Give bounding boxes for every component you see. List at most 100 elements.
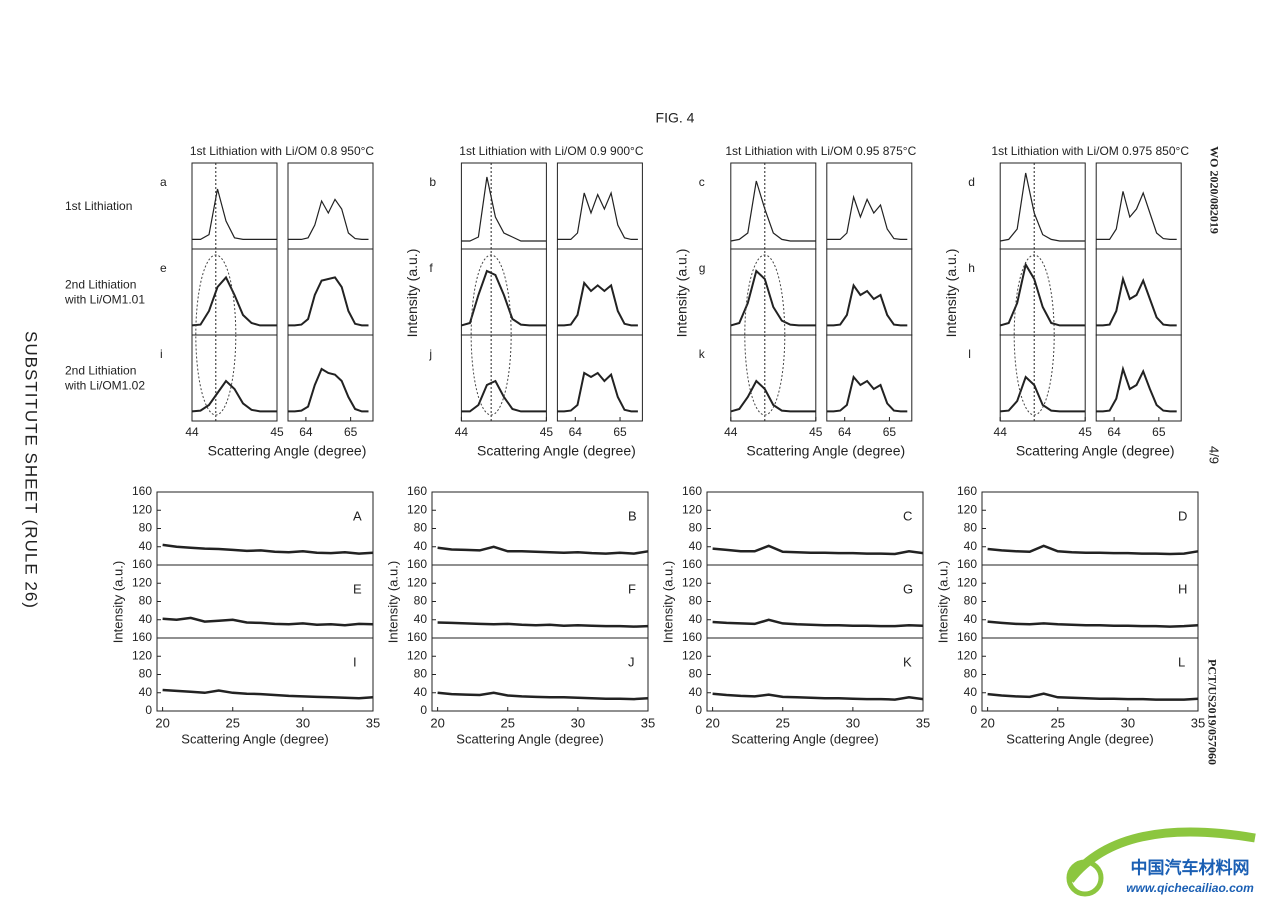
panel-frame (191, 248, 278, 336)
panel-letter: b (429, 175, 436, 189)
data-line (826, 282, 908, 327)
y-tick-label: 120 (407, 502, 427, 516)
panel-frame (287, 248, 374, 336)
highlight-ellipse (1013, 254, 1055, 416)
y-tick-label: 120 (957, 502, 977, 516)
y-axis-label: Intensity (a.u.) (110, 561, 125, 643)
panel-letter: C (903, 508, 912, 523)
y-tick-label: 160 (682, 557, 702, 571)
panel-frame (460, 334, 547, 422)
y-tick-label: 80 (689, 594, 703, 608)
data-line (288, 198, 369, 240)
y-tick-label: 160 (407, 557, 427, 571)
y-tick-label: 0 (695, 703, 702, 717)
x-tick-label: 20 (155, 715, 169, 730)
data-line (712, 544, 924, 556)
x-tick-label: 64 (838, 425, 852, 439)
panel-frame (287, 334, 374, 422)
panel-frame (1095, 162, 1182, 250)
data-line (826, 194, 908, 240)
x-tick-label: 30 (1121, 715, 1135, 730)
panel-frame (156, 564, 374, 639)
data-line (730, 180, 816, 242)
y-tick-label: 80 (689, 667, 703, 681)
pub-number: WO 2020/082019 (1207, 146, 1221, 234)
y-tick-label: 40 (414, 612, 428, 626)
watermark: 中国汽车材料网 www.qichecailiao.com (1066, 827, 1256, 897)
x-tick-label: 65 (1152, 425, 1166, 439)
panel-frame (826, 162, 913, 250)
y-tick-label: 80 (689, 521, 703, 535)
panel-letter: D (1178, 508, 1187, 523)
y-tick-label: 0 (970, 703, 977, 717)
y-tick-label: 120 (957, 648, 977, 662)
y-tick-label: 80 (964, 521, 978, 535)
panel-letter: F (628, 581, 636, 596)
row-label: 2nd Lithiation (65, 278, 136, 292)
y-tick-label: 40 (139, 685, 153, 699)
chart-title: 1st Lithiation with Li/OM 0.8 950°C (190, 144, 375, 158)
x-tick-label: 35 (641, 715, 655, 730)
chart-title: 1st Lithiation with Li/OM 0.975 850°C (991, 144, 1189, 158)
x-tick-label: 44 (724, 425, 738, 439)
y-tick-label: 160 (682, 630, 702, 644)
panel-letter: c (699, 175, 705, 189)
x-axis-label: Scattering Angle (degree) (731, 731, 878, 746)
data-line (999, 261, 1086, 327)
panel-letter: e (160, 261, 167, 275)
x-tick-label: 45 (809, 425, 823, 439)
row-label: 1st Lithiation (65, 199, 132, 213)
logo-ring (1066, 859, 1104, 897)
y-tick-label: 80 (414, 521, 428, 535)
data-line (461, 176, 547, 242)
panel-frame (999, 162, 1086, 250)
panel-letter: g (699, 261, 706, 275)
x-tick-label: 25 (501, 715, 515, 730)
y-tick-label: 160 (132, 484, 152, 498)
data-line (987, 544, 1199, 556)
x-tick-label: 65 (613, 425, 627, 439)
x-axis-label: Scattering Angle (degree) (456, 731, 603, 746)
x-tick-label: 35 (1191, 715, 1205, 730)
panel-frame (191, 334, 278, 422)
data-line (826, 374, 908, 413)
y-tick-label: 80 (964, 667, 978, 681)
highlight-ellipse (744, 254, 786, 416)
y-tick-label: 160 (957, 630, 977, 644)
y-tick-label: 40 (139, 539, 153, 553)
panel-frame (431, 637, 649, 712)
data-line (557, 371, 638, 413)
y-tick-label: 40 (689, 539, 703, 553)
data-line (1000, 375, 1086, 413)
data-line (437, 545, 649, 555)
panel-letter: j (428, 347, 432, 361)
x-tick-label: 20 (980, 715, 994, 730)
row-label: with Li/OM1.02 (64, 379, 145, 393)
data-line (730, 379, 816, 413)
x-tick-label: 25 (1051, 715, 1065, 730)
x-tick-label: 35 (916, 715, 930, 730)
panel-letter: G (903, 581, 913, 596)
app-number: PCT/US2019/057060 (1205, 659, 1219, 765)
data-line (987, 620, 1199, 628)
y-tick-label: 80 (139, 594, 153, 608)
panel-frame (191, 162, 278, 250)
x-tick-label: 65 (883, 425, 897, 439)
panel-frame (826, 334, 913, 422)
data-line (557, 190, 638, 240)
y-tick-label: 120 (682, 502, 702, 516)
data-line (1000, 172, 1086, 242)
y-tick-label: 160 (132, 630, 152, 644)
panel-frame (556, 334, 643, 422)
highlight-ellipse (470, 254, 512, 416)
y-axis-label: Intensity (a.u.) (660, 561, 675, 643)
data-line (437, 691, 649, 701)
panel-letter: B (628, 508, 637, 523)
watermark-name: 中国汽车材料网 (1131, 857, 1250, 877)
highlight-ellipse (195, 254, 237, 416)
y-tick-label: 40 (964, 685, 978, 699)
data-line (162, 688, 374, 700)
data-line (461, 379, 547, 413)
x-tick-label: 44 (185, 425, 199, 439)
